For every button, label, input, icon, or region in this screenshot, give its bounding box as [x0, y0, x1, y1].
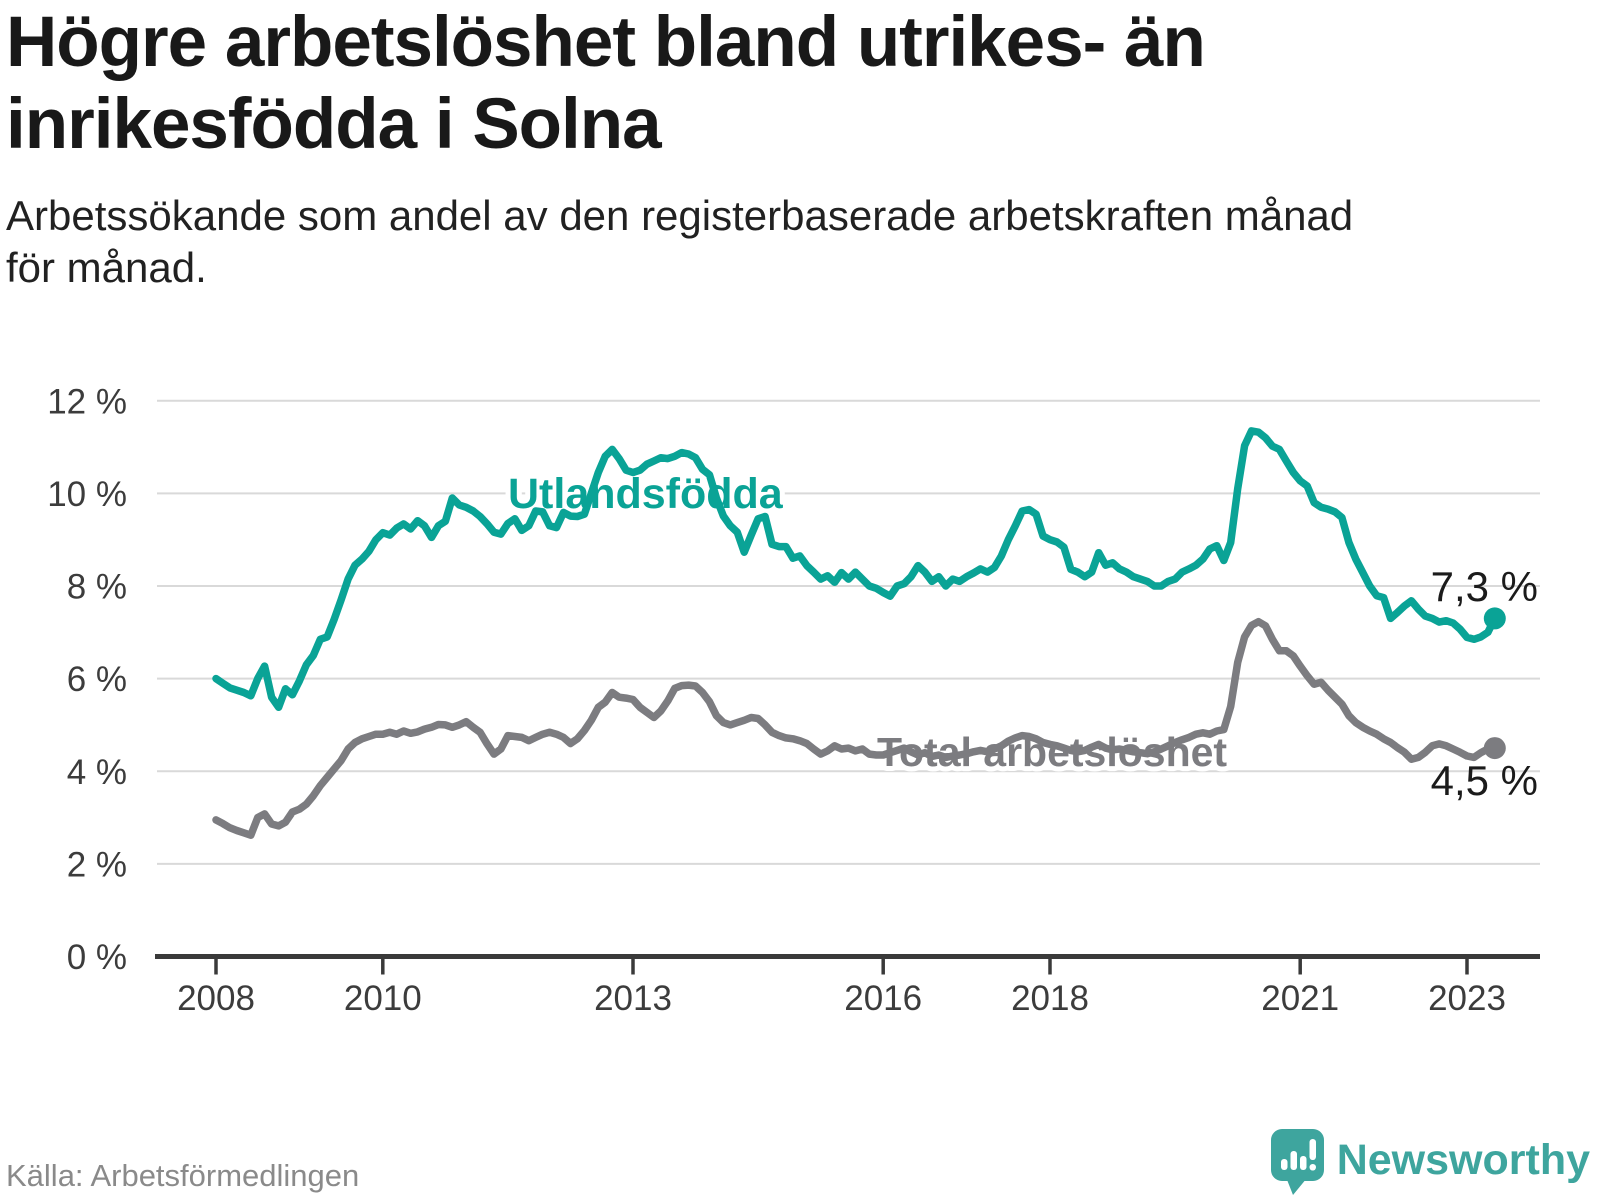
- page-title-line-1: Högre arbetslöshet bland utrikes- än: [6, 3, 1206, 82]
- brand-name: Newsworthy: [1336, 1135, 1590, 1184]
- y-tick-label: 2 %: [67, 845, 127, 884]
- newsworthy-logo-icon: [1270, 1129, 1324, 1195]
- source-note: Källa: Arbetsförmedlingen: [6, 1158, 360, 1193]
- series-line-total: [212, 617, 1499, 839]
- x-tick-label: 2016: [844, 979, 922, 1018]
- x-tick-label: 2008: [177, 979, 255, 1018]
- newsworthy-logo: Newsworthy: [1270, 1128, 1590, 1198]
- series-end-label: 7,3 %: [1431, 563, 1538, 610]
- page-title: Högre arbetslöshet bland utrikes- än inr…: [6, 2, 1206, 166]
- series-line-utlandsfodda: [212, 427, 1499, 712]
- series-end-label: 4,5 %: [1431, 757, 1538, 804]
- series-end-dot: [1483, 607, 1506, 630]
- page-title-line-2: inrikesfödda i Solna: [6, 85, 662, 164]
- page-subtitle-line-1: Arbetssökande som andel av den registerb…: [6, 192, 1354, 239]
- x-tick-label: 2023: [1428, 979, 1506, 1018]
- y-tick-label: 10 %: [47, 475, 127, 514]
- y-tick-label: 12 %: [47, 382, 127, 421]
- series-end-dot: [1483, 737, 1506, 760]
- y-tick-label: 0 %: [67, 938, 127, 977]
- y-tick-label: 6 %: [67, 660, 127, 699]
- page-subtitle-line-2: för månad.: [6, 244, 207, 291]
- x-tick-label: 2010: [344, 979, 422, 1018]
- y-tick-label: 4 %: [67, 753, 127, 792]
- x-tick-label: 2013: [594, 979, 672, 1018]
- x-tick-label: 2018: [1011, 979, 1089, 1018]
- y-tick-label: 8 %: [67, 568, 127, 607]
- series-inline-label: Utlandsfödda: [508, 470, 784, 518]
- x-tick-label: 2021: [1261, 979, 1339, 1018]
- page-subtitle: Arbetssökande som andel av den registerb…: [6, 190, 1353, 294]
